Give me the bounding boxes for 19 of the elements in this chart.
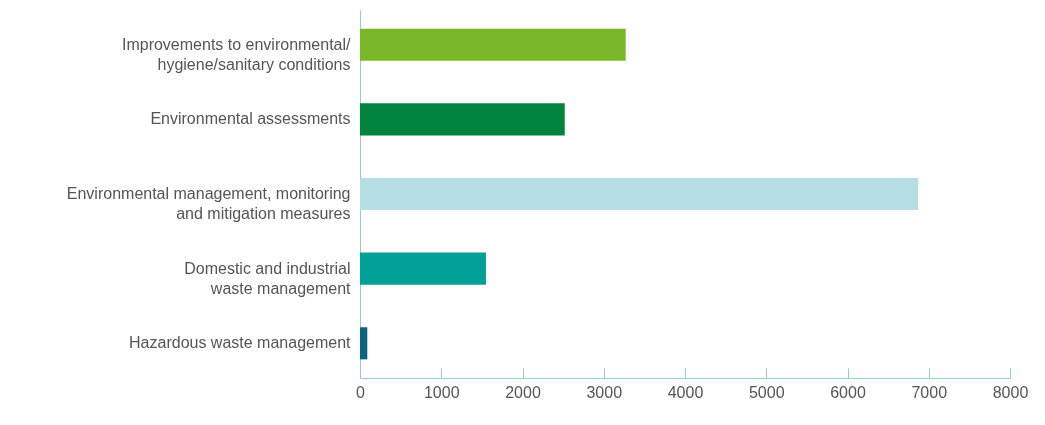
bar xyxy=(360,327,368,360)
y-tick-label: Improvements to environmental/ hygiene/sanitary conditions xyxy=(121,35,352,73)
x-tick-label: 8000 xyxy=(992,383,1029,401)
bar xyxy=(360,28,626,61)
x-tick-label: 6000 xyxy=(830,383,866,401)
bar xyxy=(360,177,919,211)
x-tick-label: 5000 xyxy=(748,383,785,401)
x-tick-label: 1000 xyxy=(423,383,460,401)
y-tick-label: Environmental management, monitoring and mitigation measures xyxy=(66,185,351,222)
y-tick-label: Domestic and industrial waste management xyxy=(184,259,352,297)
y-tick-label: Environmental assessments xyxy=(150,110,351,128)
x-tick-label: 0 xyxy=(356,383,366,401)
y-tick-label: Hazardous waste management xyxy=(129,334,352,352)
x-tick-label: 7000 xyxy=(911,383,948,401)
bar xyxy=(360,252,486,285)
bar xyxy=(360,103,565,136)
x-tick-label: 4000 xyxy=(667,383,704,401)
x-tick-label: 2000 xyxy=(505,383,541,401)
x-tick-label: 3000 xyxy=(586,383,623,401)
